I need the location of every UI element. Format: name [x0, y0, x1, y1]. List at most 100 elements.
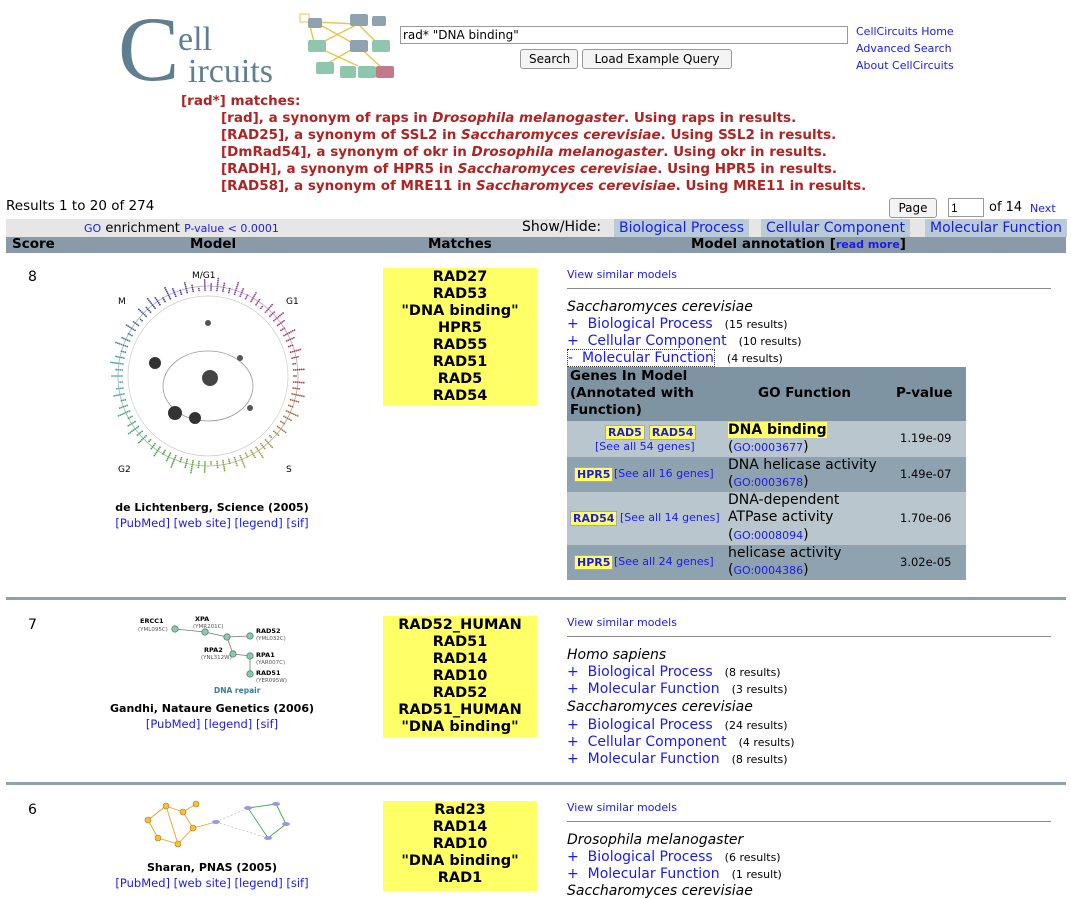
go-biological-process[interactable]: + Biological Process (8 results) — [567, 664, 781, 680]
go-sign[interactable]: + — [567, 333, 579, 349]
see-all-genes-link[interactable]: [See all 54 genes] — [595, 440, 695, 453]
legend-link[interactable]: [legend] — [204, 717, 253, 731]
go-sign[interactable]: + — [567, 751, 579, 767]
go-sign[interactable]: + — [567, 316, 579, 332]
search-input[interactable] — [400, 26, 848, 44]
go-sign[interactable]: + — [567, 734, 579, 750]
toggle-biological-process[interactable]: Biological Process — [614, 219, 750, 237]
go-category-link[interactable]: Biological Process — [587, 664, 713, 680]
go-cellular-component[interactable]: + Cellular Component (4 results) — [567, 734, 795, 750]
gene-chip[interactable]: HPR5 — [574, 467, 614, 482]
go-cellular-component[interactable]: + Cellular Component (10 results) — [567, 333, 802, 349]
go-molecular-function[interactable]: - Molecular Function (4 results) — [567, 349, 783, 367]
go-molecular-function[interactable]: + Molecular Function (1 result) — [567, 866, 782, 882]
ring-dot — [285, 340, 288, 342]
go-id-link[interactable]: GO:0008094 — [733, 529, 804, 542]
gene-chip[interactable]: RAD54 — [570, 511, 618, 526]
ring-dot — [156, 449, 159, 452]
go-biological-process[interactable]: + Biological Process (6 results) — [567, 849, 781, 865]
sif-link[interactable]: [sif] — [286, 516, 309, 530]
gene-chip[interactable]: RAD54 — [648, 425, 697, 440]
go-biological-process[interactable]: + Biological Process (24 results) — [567, 717, 788, 733]
ring-dot — [250, 300, 252, 303]
go-id-link[interactable]: GO:0003678 — [733, 476, 804, 489]
ring-dot — [185, 289, 188, 292]
about-cellcircuits-link[interactable]: About CellCircuits — [856, 59, 954, 72]
go-category-link[interactable]: Molecular Function — [587, 681, 720, 697]
page-number-input[interactable] — [948, 198, 984, 217]
pubmed-link[interactable]: [PubMed] — [115, 876, 170, 890]
see-all-genes-link[interactable]: [See all 16 genes] — [614, 467, 714, 480]
see-all-genes-link[interactable]: [See all 24 genes] — [614, 555, 714, 568]
cellcircuits-logo[interactable]: C ell ircuits — [118, 0, 398, 100]
go-sign[interactable]: + — [567, 717, 579, 733]
page-button[interactable]: Page — [889, 198, 937, 218]
legend-link[interactable]: [legend] — [234, 516, 283, 530]
advanced-search-link[interactable]: Advanced Search — [856, 42, 952, 55]
go-category-link[interactable]: Cellular Component — [587, 734, 727, 750]
gene-chip[interactable]: HPR5 — [574, 555, 614, 570]
toggle-molecular-function[interactable]: Molecular Function — [925, 219, 1067, 237]
go-sign[interactable]: + — [567, 866, 579, 882]
pubmed-link[interactable]: [PubMed] — [145, 717, 201, 731]
go-sign[interactable]: + — [567, 849, 579, 865]
go-id-link[interactable]: GO:0004386 — [733, 564, 804, 577]
ring-dot — [297, 355, 299, 358]
ring-dot — [118, 342, 121, 345]
score: 8 — [28, 269, 37, 285]
go-category-link[interactable]: Molecular Function — [587, 866, 720, 882]
gene-chip[interactable]: RAD5 — [605, 425, 645, 440]
go-id: (GO:0008094) — [728, 527, 809, 543]
sif-link[interactable]: [sif] — [255, 717, 279, 731]
ring-dot — [117, 394, 119, 397]
cellcircuits-home-link[interactable]: CellCircuits Home — [856, 25, 954, 38]
ring-dot — [210, 289, 212, 291]
go-biological-process[interactable]: + Biological Process (15 results) — [567, 316, 788, 332]
website-link[interactable]: [web site] — [173, 516, 231, 530]
load-example-query-button[interactable]: Load Example Query — [582, 49, 732, 69]
search-button[interactable]: Search — [520, 49, 578, 69]
view-similar-models-link[interactable]: View similar models — [567, 801, 677, 814]
synonym-text: [RADH], a synonym of HPR5 in — [221, 161, 458, 177]
ring-dot — [119, 356, 121, 359]
website-link[interactable]: [web site] — [173, 876, 231, 890]
ring-dot — [222, 290, 224, 293]
go-category-link[interactable]: Molecular Function — [587, 751, 720, 767]
ring-dot — [172, 460, 175, 463]
ring-dot — [281, 328, 284, 331]
view-similar-models-link[interactable]: View similar models — [567, 616, 677, 629]
go-category-link[interactable]: Biological Process — [587, 717, 713, 733]
node-label: RPA2 — [204, 646, 223, 654]
go-count: (6 results) — [724, 851, 781, 864]
model-image[interactable] — [138, 798, 298, 856]
go-category-link[interactable]: Biological Process — [587, 849, 713, 865]
go-sign-expanded[interactable]: - Molecular Function — [567, 349, 715, 367]
model-image[interactable]: M/G1 M G1 G2 S — [100, 268, 325, 478]
go-sign[interactable]: + — [567, 681, 579, 697]
pvalue-link[interactable]: P-value < 0.0001 — [184, 222, 279, 235]
next-page-link[interactable]: Next — [1030, 202, 1056, 215]
go-category-link[interactable]: Cellular Component — [587, 333, 727, 349]
ring-dot — [287, 404, 290, 407]
ring-dot — [132, 328, 135, 331]
go-id-link[interactable]: GO:0003677 — [733, 441, 804, 454]
node-label: RPA1 — [256, 651, 275, 659]
go-sign[interactable]: + — [567, 664, 579, 680]
ring-dot — [279, 314, 281, 317]
ring-dot — [296, 368, 299, 371]
go-molecular-function[interactable]: + Molecular Function (8 results) — [567, 751, 788, 767]
ring-dot — [127, 332, 130, 335]
toggle-cellular-component[interactable]: Cellular Component — [761, 219, 910, 237]
sif-link[interactable]: [sif] — [286, 876, 309, 890]
pubmed-link[interactable]: [PubMed] — [115, 516, 170, 530]
view-similar-models-link[interactable]: View similar models — [567, 268, 677, 281]
go-molecular-function[interactable]: + Molecular Function (3 results) — [567, 681, 788, 697]
ring-dot — [126, 404, 129, 407]
ring-dot — [284, 431, 287, 434]
model-image[interactable]: ERCC1 (YML095C) XPA (YMR201C) RAD52 (YML… — [135, 612, 295, 696]
go-category-link[interactable]: Biological Process — [587, 316, 713, 332]
legend-link[interactable]: [legend] — [234, 876, 283, 890]
see-all-genes-link[interactable]: [See all 14 genes] — [620, 511, 720, 524]
go-link[interactable]: GO — [84, 222, 102, 235]
read-more-link[interactable]: read more — [835, 238, 900, 251]
